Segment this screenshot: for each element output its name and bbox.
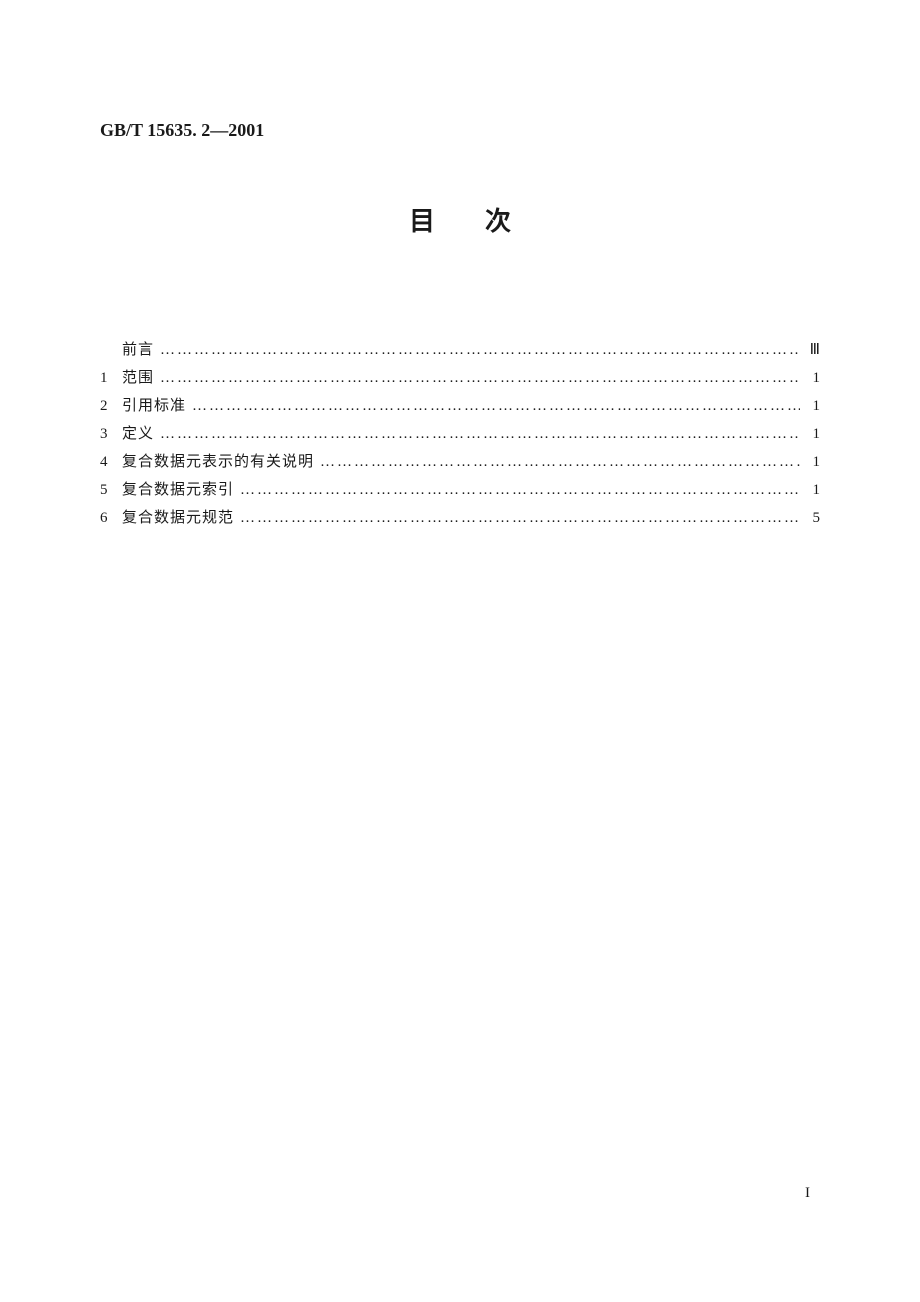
- toc-label: 复合数据元索引: [122, 478, 234, 502]
- toc-leader-dots: ……………………………………………………………………………………………………………: [234, 506, 800, 530]
- page-title: 目次: [100, 201, 820, 238]
- toc-label: 前言: [122, 338, 154, 362]
- toc-page-number: 5: [800, 506, 820, 530]
- toc-page-number: 1: [800, 450, 820, 474]
- toc-entry: 前言 ……………………………………………………………………………………………………: [100, 338, 820, 362]
- toc-entry: 1 范围 ………………………………………………………………………………………………: [100, 366, 820, 390]
- toc-leader-dots: ……………………………………………………………………………………………………………: [154, 366, 800, 390]
- toc-page-number: Ⅲ: [800, 338, 820, 362]
- toc-label: 范围: [122, 366, 154, 390]
- toc-number: 3: [100, 422, 122, 446]
- toc-entry: 5 复合数据元索引 …………………………………………………………………………………: [100, 478, 820, 502]
- toc-label: 复合数据元表示的有关说明: [122, 450, 314, 474]
- toc-label: 引用标准: [122, 394, 186, 418]
- toc-entry: 6 复合数据元规范 …………………………………………………………………………………: [100, 506, 820, 530]
- toc-leader-dots: ……………………………………………………………………………………………………………: [154, 338, 800, 362]
- toc-leader-dots: ……………………………………………………………………………………………………………: [234, 478, 800, 502]
- toc-number: 1: [100, 366, 122, 390]
- toc-number: 6: [100, 506, 122, 530]
- standard-number: GB/T 15635. 2—2001: [100, 120, 820, 141]
- toc-leader-dots: ……………………………………………………………………………………………………………: [314, 450, 800, 474]
- toc-page-number: 1: [800, 366, 820, 390]
- toc-leader-dots: ……………………………………………………………………………………………………………: [186, 394, 800, 418]
- toc-entry: 3 定义 ………………………………………………………………………………………………: [100, 422, 820, 446]
- toc-label: 复合数据元规范: [122, 506, 234, 530]
- toc-page-number: 1: [800, 478, 820, 502]
- table-of-contents: 前言 ……………………………………………………………………………………………………: [100, 338, 820, 530]
- toc-entry: 4 复合数据元表示的有关说明 ……………………………………………………………………: [100, 450, 820, 474]
- toc-entry: 2 引用标准 …………………………………………………………………………………………: [100, 394, 820, 418]
- toc-leader-dots: ……………………………………………………………………………………………………………: [154, 422, 800, 446]
- document-page: GB/T 15635. 2—2001 目次 前言 …………………………………………: [0, 0, 920, 614]
- footer-page-number: I: [805, 1185, 810, 1202]
- toc-number: 2: [100, 394, 122, 418]
- toc-number: 4: [100, 450, 122, 474]
- toc-label: 定义: [122, 422, 154, 446]
- toc-page-number: 1: [800, 394, 820, 418]
- toc-number: 5: [100, 478, 122, 502]
- toc-page-number: 1: [800, 422, 820, 446]
